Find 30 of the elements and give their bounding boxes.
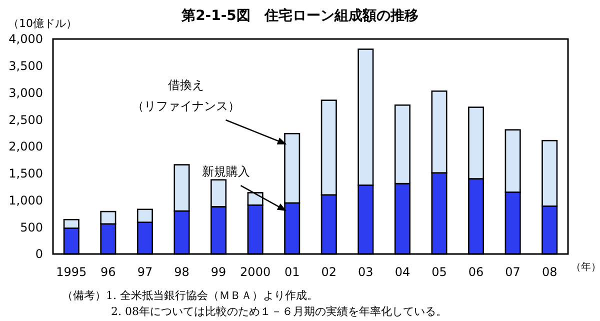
text: （備考）1. 全米抵当銀行協会（ＭＢＡ）より作成。 (62, 289, 318, 302)
x-axis-title: （年） (571, 261, 600, 273)
y-tick-label: 2,500 (8, 112, 43, 127)
y-tick-label: 3,500 (8, 59, 43, 74)
x-tick-label: 96 (100, 265, 116, 279)
y-tick-label: 1,500 (8, 166, 43, 181)
y-tick-label: 500 (20, 220, 43, 234)
x-tick-label: 04 (394, 265, 410, 279)
text: 2. 08年については比較のため１－６月期の実績を年率化している。 (111, 305, 447, 318)
chart-title: 第2-1-5図 住宅ローン組成額の推移 (180, 7, 418, 24)
y-tick-label: 4,000 (8, 32, 43, 46)
x-tick-label: 01 (284, 265, 300, 279)
x-tick-label: 97 (137, 265, 153, 279)
x-tick-label: 07 (505, 265, 520, 279)
x-tick-label: 03 (358, 265, 374, 279)
y-tick-label: 1,000 (8, 193, 43, 208)
x-tick-label: 05 (432, 265, 447, 279)
x-tick-label: 1995 (56, 265, 87, 279)
y-tick-label: 3,000 (8, 86, 43, 100)
x-tick-label: 98 (174, 265, 190, 279)
x-tick-label: 2000 (240, 265, 271, 279)
x-tick-label: 99 (210, 265, 226, 279)
text: 新規購入 (202, 164, 250, 179)
y-tick-label: 2,000 (8, 140, 43, 154)
x-tick-label: 08 (542, 265, 558, 279)
y-axis-title: （10億ドル） (8, 17, 77, 30)
x-tick-label: 02 (321, 265, 337, 279)
text: 借換え（リファイナンス） (132, 78, 240, 113)
x-tick-label: 06 (468, 265, 484, 279)
y-tick-label: 0 (35, 247, 43, 262)
